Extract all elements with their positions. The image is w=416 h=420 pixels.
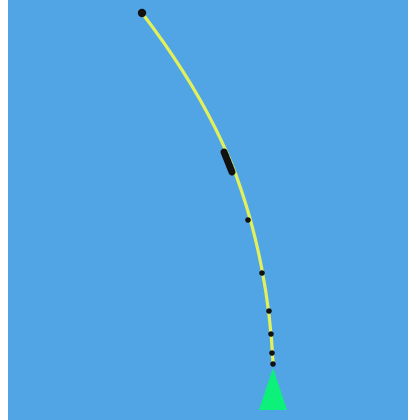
- waypoint-markers: [137, 8, 276, 367]
- waypoint-dot-icon[interactable]: [259, 270, 265, 276]
- curved-path-line: [140, 11, 275, 364]
- green-triangle-icon[interactable]: [259, 368, 287, 410]
- waypoint-dot-icon[interactable]: [268, 331, 274, 337]
- path-diagram: [8, 0, 408, 420]
- waypoint-dot-icon[interactable]: [245, 217, 251, 223]
- waypoint-dot-icon[interactable]: [266, 308, 272, 314]
- waypoint-dot-icon[interactable]: [270, 361, 276, 367]
- diagram-canvas: [8, 0, 408, 420]
- waypoint-dot-icon[interactable]: [269, 350, 275, 356]
- dense-waypoint-cluster: [220, 148, 236, 176]
- background-panel: [8, 0, 408, 420]
- end-dot-icon[interactable]: [137, 8, 147, 18]
